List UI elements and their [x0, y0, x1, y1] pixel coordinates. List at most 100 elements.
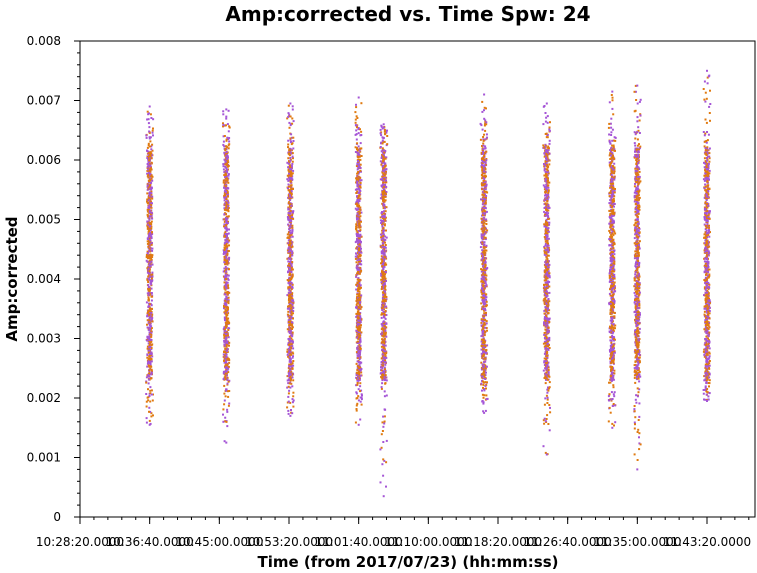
- data-point: [289, 320, 292, 323]
- data-point: [289, 282, 292, 285]
- data-point: [148, 317, 151, 320]
- data-point: [287, 395, 290, 398]
- data-point: [483, 370, 486, 373]
- data-point: [484, 271, 487, 274]
- data-point: [356, 282, 359, 285]
- data-point: [358, 251, 361, 254]
- data-point: [148, 159, 151, 162]
- data-point: [146, 354, 149, 357]
- data-point: [482, 138, 485, 141]
- data-point: [358, 349, 361, 352]
- data-point: [360, 371, 363, 374]
- data-point: [223, 255, 226, 258]
- data-point: [356, 397, 359, 399]
- data-point: [481, 357, 484, 359]
- data-point: [355, 208, 358, 211]
- data-point: [227, 262, 230, 265]
- data-point: [383, 203, 386, 206]
- data-point: [385, 379, 388, 382]
- data-point: [360, 235, 363, 238]
- data-point: [226, 168, 229, 171]
- data-point: [224, 312, 227, 315]
- data-point: [486, 329, 488, 332]
- data-point: [150, 304, 153, 307]
- data-point: [357, 367, 360, 370]
- data-point: [290, 282, 293, 285]
- data-point: [482, 150, 484, 153]
- data-point: [481, 320, 484, 323]
- data-point: [147, 320, 150, 323]
- data-point: [289, 217, 292, 220]
- data-point: [148, 346, 151, 349]
- data-point: [381, 186, 384, 189]
- data-point: [148, 210, 151, 212]
- data-point: [359, 296, 362, 299]
- data-point: [359, 169, 362, 172]
- data-point: [291, 286, 294, 289]
- data-point: [145, 380, 148, 383]
- data-point: [359, 307, 362, 310]
- data-point: [147, 201, 150, 204]
- data-point: [225, 441, 228, 444]
- data-point: [382, 316, 385, 319]
- data-point: [287, 242, 290, 245]
- data-point: [292, 405, 295, 408]
- data-point: [358, 208, 361, 211]
- data-point: [485, 327, 488, 329]
- data-point: [384, 249, 387, 252]
- data-point: [226, 291, 229, 293]
- data-point: [386, 143, 389, 146]
- data-point: [225, 304, 228, 307]
- data-point: [483, 375, 486, 377]
- data-point: [227, 210, 230, 213]
- data-point: [357, 172, 360, 175]
- data-point: [480, 270, 483, 273]
- data-point: [383, 223, 386, 226]
- data-point: [543, 332, 546, 334]
- data-point: [482, 190, 485, 193]
- data-point: [380, 178, 383, 181]
- data-point: [355, 181, 358, 184]
- data-point: [381, 275, 384, 278]
- data-point: [383, 259, 385, 262]
- data-point: [547, 237, 550, 240]
- data-point: [386, 135, 389, 137]
- data-point: [290, 343, 293, 346]
- data-point: [226, 348, 229, 350]
- data-point: [151, 294, 154, 297]
- data-point: [151, 355, 154, 358]
- data-point: [225, 177, 228, 180]
- data-point: [223, 145, 226, 148]
- data-point: [291, 345, 294, 348]
- data-point: [481, 373, 483, 376]
- data-point: [482, 149, 485, 152]
- data-point: [287, 379, 290, 382]
- data-point: [226, 425, 229, 428]
- data-point: [149, 257, 152, 260]
- data-point: [358, 335, 361, 338]
- data-point: [287, 104, 290, 107]
- data-point: [148, 268, 151, 271]
- data-point: [381, 307, 384, 310]
- data-point: [382, 302, 385, 305]
- data-point: [385, 186, 388, 188]
- data-point: [357, 156, 360, 158]
- data-point: [228, 291, 231, 294]
- data-point: [291, 356, 294, 359]
- data-point: [382, 167, 385, 170]
- data-point: [291, 250, 294, 253]
- data-point: [145, 405, 148, 408]
- data-point: [483, 211, 486, 214]
- data-point: [292, 302, 295, 305]
- data-point: [482, 168, 485, 170]
- data-point: [288, 373, 291, 376]
- data-point: [226, 252, 229, 255]
- data-point: [355, 391, 358, 394]
- data-point: [544, 194, 546, 197]
- data-point: [146, 184, 149, 187]
- data-point: [359, 299, 361, 302]
- data-point: [381, 160, 384, 163]
- data-point: [150, 347, 153, 349]
- data-point: [357, 351, 360, 353]
- data-point: [146, 252, 149, 255]
